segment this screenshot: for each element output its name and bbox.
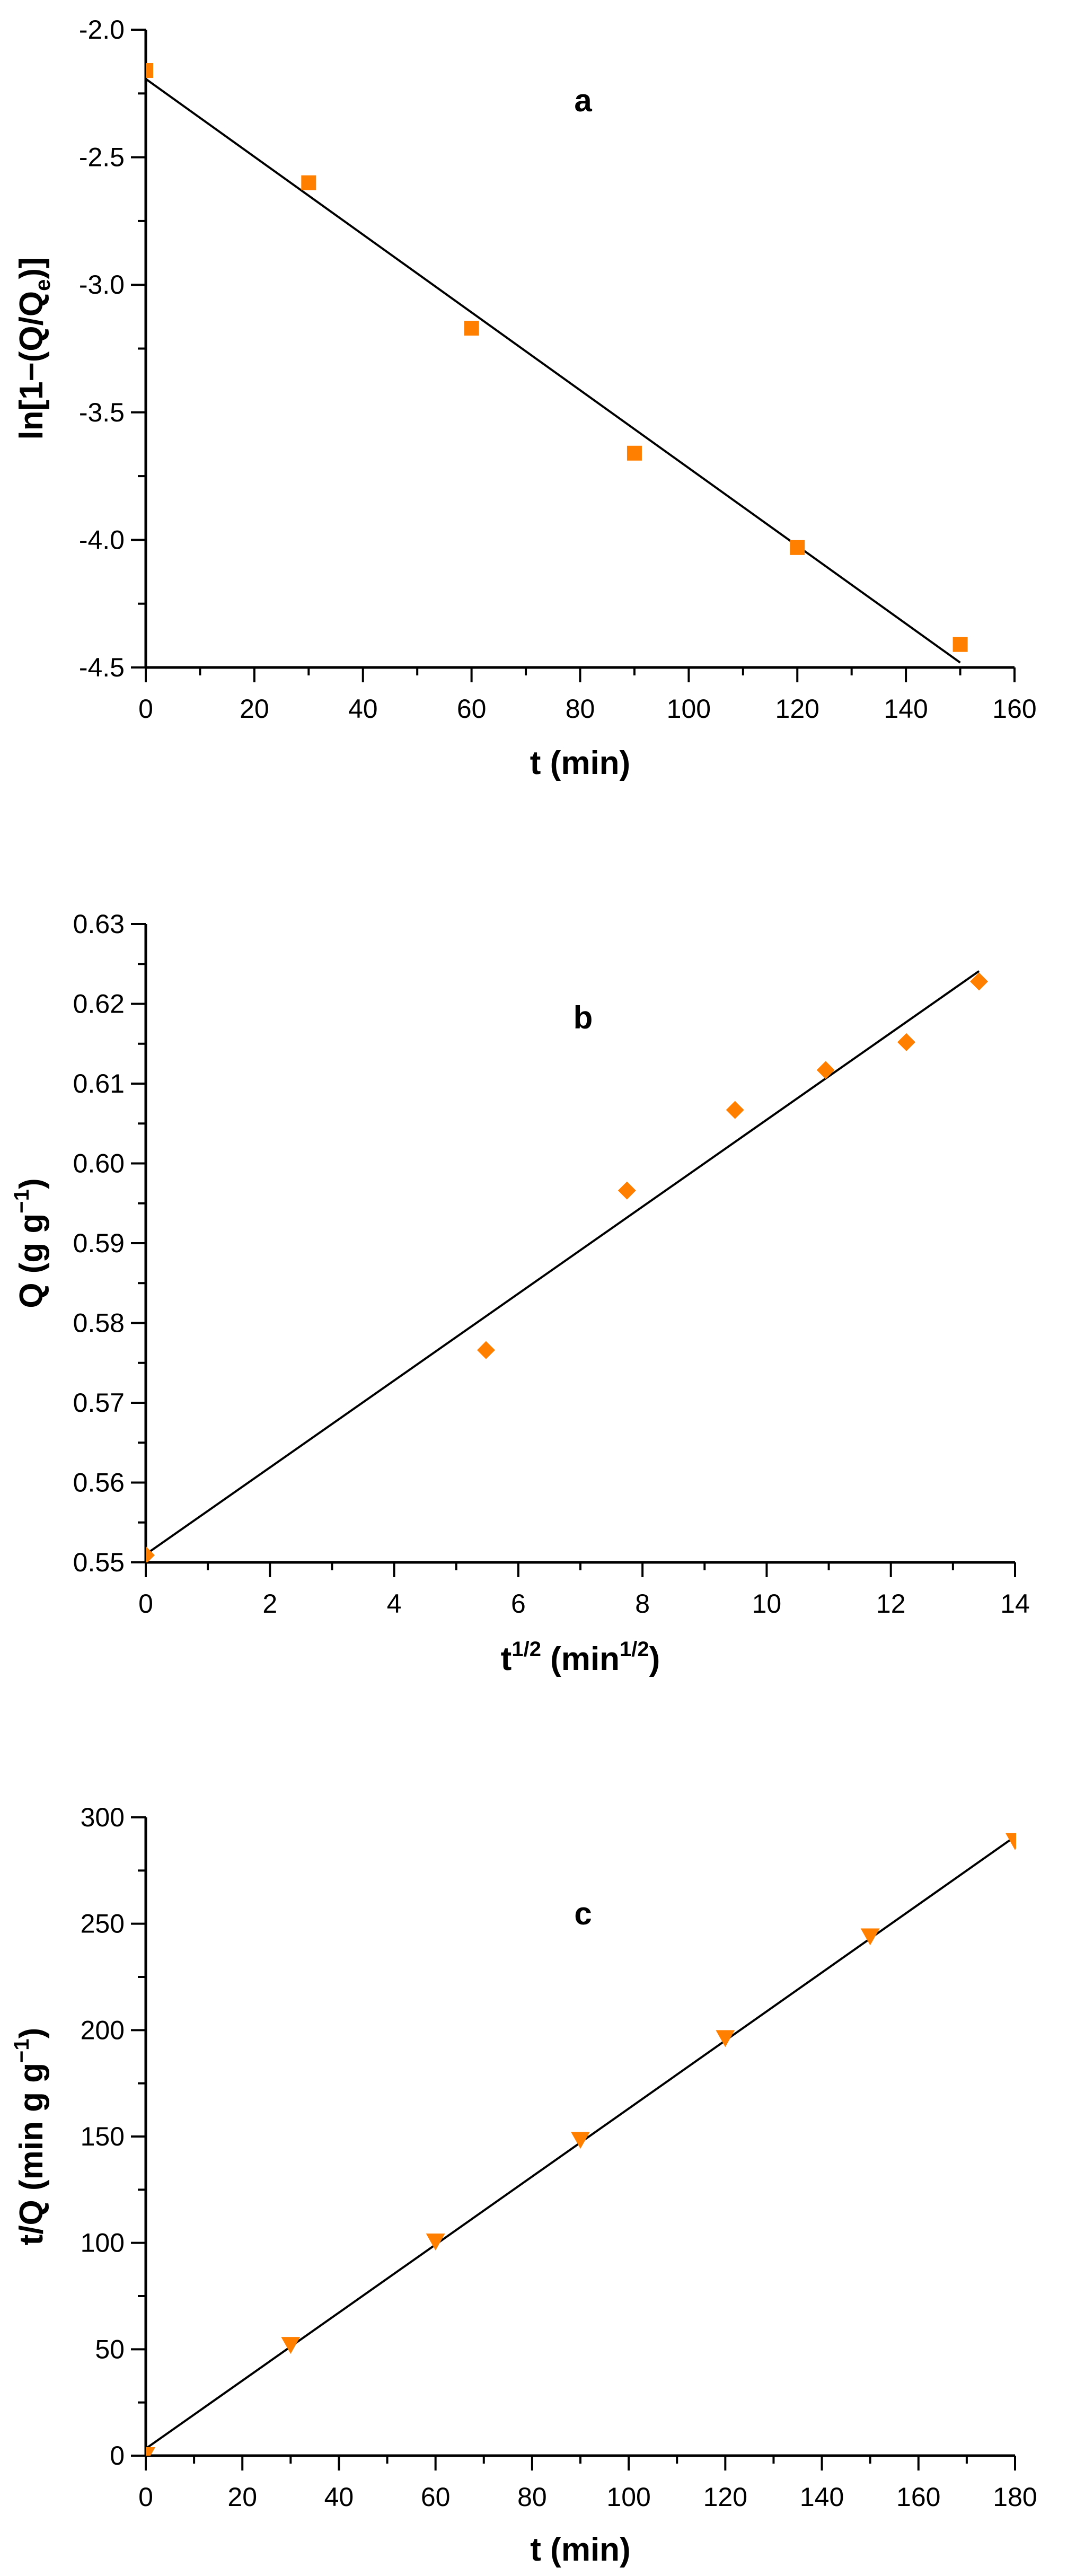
x-tick-label: 0 <box>138 2482 153 2512</box>
linear-fit-line <box>145 970 980 1555</box>
axes: 0 20 40 60 80 100 120 140 160 180 0 50 100 150 200 250 3… <box>81 1803 1037 2512</box>
y-axis-title: t/Q (min g g−1) <box>10 2028 50 2246</box>
square-marker <box>464 321 479 336</box>
x-tick-label: 180 <box>993 2482 1037 2512</box>
panel-label: c <box>574 1896 592 1931</box>
chart-panel-a: 0 20 40 60 80 100 120 140 160 -2.0 -2.5 -3.0 -3.5 -4.… <box>13 15 1037 781</box>
x-tick-label: 12 <box>876 1589 906 1619</box>
x-tick-label: 2 <box>262 1589 277 1619</box>
y-tick-label: 0.55 <box>73 1548 125 1577</box>
square-marker <box>146 63 153 78</box>
axes: 0 20 40 60 80 100 120 140 160 -2.0 -2.5 -3.0 -3.5 -4.… <box>79 15 1037 724</box>
y-axis-title: Q (g g−1) <box>10 1178 50 1308</box>
square-marker <box>627 445 642 461</box>
triangle-down-marker <box>716 2030 735 2047</box>
x-tick-label: 40 <box>324 2482 354 2512</box>
y-tick-label: -4.0 <box>79 525 125 555</box>
y-tick-label: 250 <box>81 1909 125 1939</box>
panel-label: b <box>574 1000 593 1035</box>
y-tick-label: 0.62 <box>73 989 125 1019</box>
y-tick-label: 100 <box>81 2228 125 2258</box>
diamond-marker <box>146 1546 155 1562</box>
diamond-marker <box>970 972 989 991</box>
x-tick-label: 160 <box>896 2482 940 2512</box>
y-tick-label: 0.60 <box>73 1149 125 1179</box>
x-axis-title: t1/2 (min1/2) <box>501 1638 660 1677</box>
x-tick-label: 20 <box>227 2482 257 2512</box>
y-tick-label: 0.56 <box>73 1468 125 1498</box>
triangle-down-marker <box>146 2447 155 2456</box>
x-tick-label: 0 <box>138 694 153 724</box>
x-tick-label: 120 <box>703 2482 747 2512</box>
linear-fit-line <box>145 78 961 664</box>
y-tick-label: -3.0 <box>79 270 125 300</box>
square-marker <box>301 175 316 190</box>
x-tick-label: 20 <box>240 694 269 724</box>
y-tick-label: -2.0 <box>79 15 125 45</box>
x-tick-label: 140 <box>884 694 928 724</box>
square-marker <box>790 540 805 555</box>
triangle-down-marker <box>571 2132 590 2149</box>
square-marker <box>952 637 968 652</box>
chart-panel-c: 0 20 40 60 80 100 120 140 160 180 0 50 100 150 200 250 3… <box>10 1803 1037 2568</box>
x-axis-title: t (min) <box>530 2531 630 2568</box>
chart-panel-b: 0 2 4 6 8 10 12 14 0.55 0.56 0.57 0.58 0.59 0.60 0.61 0… <box>10 909 1030 1677</box>
panel-label: a <box>574 83 592 118</box>
y-tick-label: 300 <box>81 1803 125 1832</box>
y-tick-label: -4.5 <box>79 653 125 682</box>
x-tick-label: 14 <box>1000 1589 1030 1619</box>
x-tick-label: 8 <box>635 1589 650 1619</box>
y-tick-label: 0.58 <box>73 1308 125 1338</box>
x-tick-label: 6 <box>511 1589 526 1619</box>
y-tick-label: 0 <box>110 2441 125 2471</box>
y-tick-label: -3.5 <box>79 398 125 427</box>
y-tick-label: 200 <box>81 2015 125 2045</box>
data-markers <box>146 972 989 1562</box>
y-tick-label: 0.61 <box>73 1069 125 1098</box>
x-tick-label: 60 <box>421 2482 451 2512</box>
y-axis-title: ln[1−(Q/Qe)] <box>13 257 55 439</box>
x-tick-label: 80 <box>517 2482 547 2512</box>
x-tick-label: 80 <box>566 694 595 724</box>
x-tick-label: 0 <box>138 1589 153 1619</box>
x-tick-label: 4 <box>387 1589 402 1619</box>
triangle-down-marker <box>426 2234 445 2251</box>
y-tick-label: 150 <box>81 2122 125 2151</box>
triangle-down-marker <box>1006 1833 1016 1850</box>
x-tick-label: 140 <box>800 2482 844 2512</box>
x-tick-label: 160 <box>992 694 1036 724</box>
triangle-down-marker <box>860 1928 880 1946</box>
x-axis-title: t (min) <box>530 745 630 781</box>
x-tick-label: 100 <box>667 694 711 724</box>
data-markers <box>146 1833 1016 2456</box>
axes: 0 2 4 6 8 10 12 14 0.55 0.56 0.57 0.58 0.59 0.60 0.61 0… <box>73 909 1030 1619</box>
x-tick-label: 60 <box>457 694 487 724</box>
x-tick-label: 100 <box>606 2482 650 2512</box>
x-tick-label: 10 <box>752 1589 782 1619</box>
x-tick-label: 40 <box>348 694 378 724</box>
triangle-down-marker <box>281 2337 301 2354</box>
data-markers <box>146 63 968 652</box>
diamond-marker <box>726 1101 744 1119</box>
diamond-marker <box>618 1181 636 1200</box>
y-tick-label: 0.63 <box>73 909 125 939</box>
diamond-marker <box>477 1341 495 1359</box>
diamond-marker <box>816 1061 835 1079</box>
x-tick-label: 120 <box>775 694 819 724</box>
y-tick-label: -2.5 <box>79 143 125 172</box>
y-tick-label: 0.57 <box>73 1388 125 1418</box>
y-tick-label: 0.59 <box>73 1228 125 1258</box>
y-tick-label: 50 <box>95 2334 125 2364</box>
diamond-marker <box>897 1033 915 1051</box>
